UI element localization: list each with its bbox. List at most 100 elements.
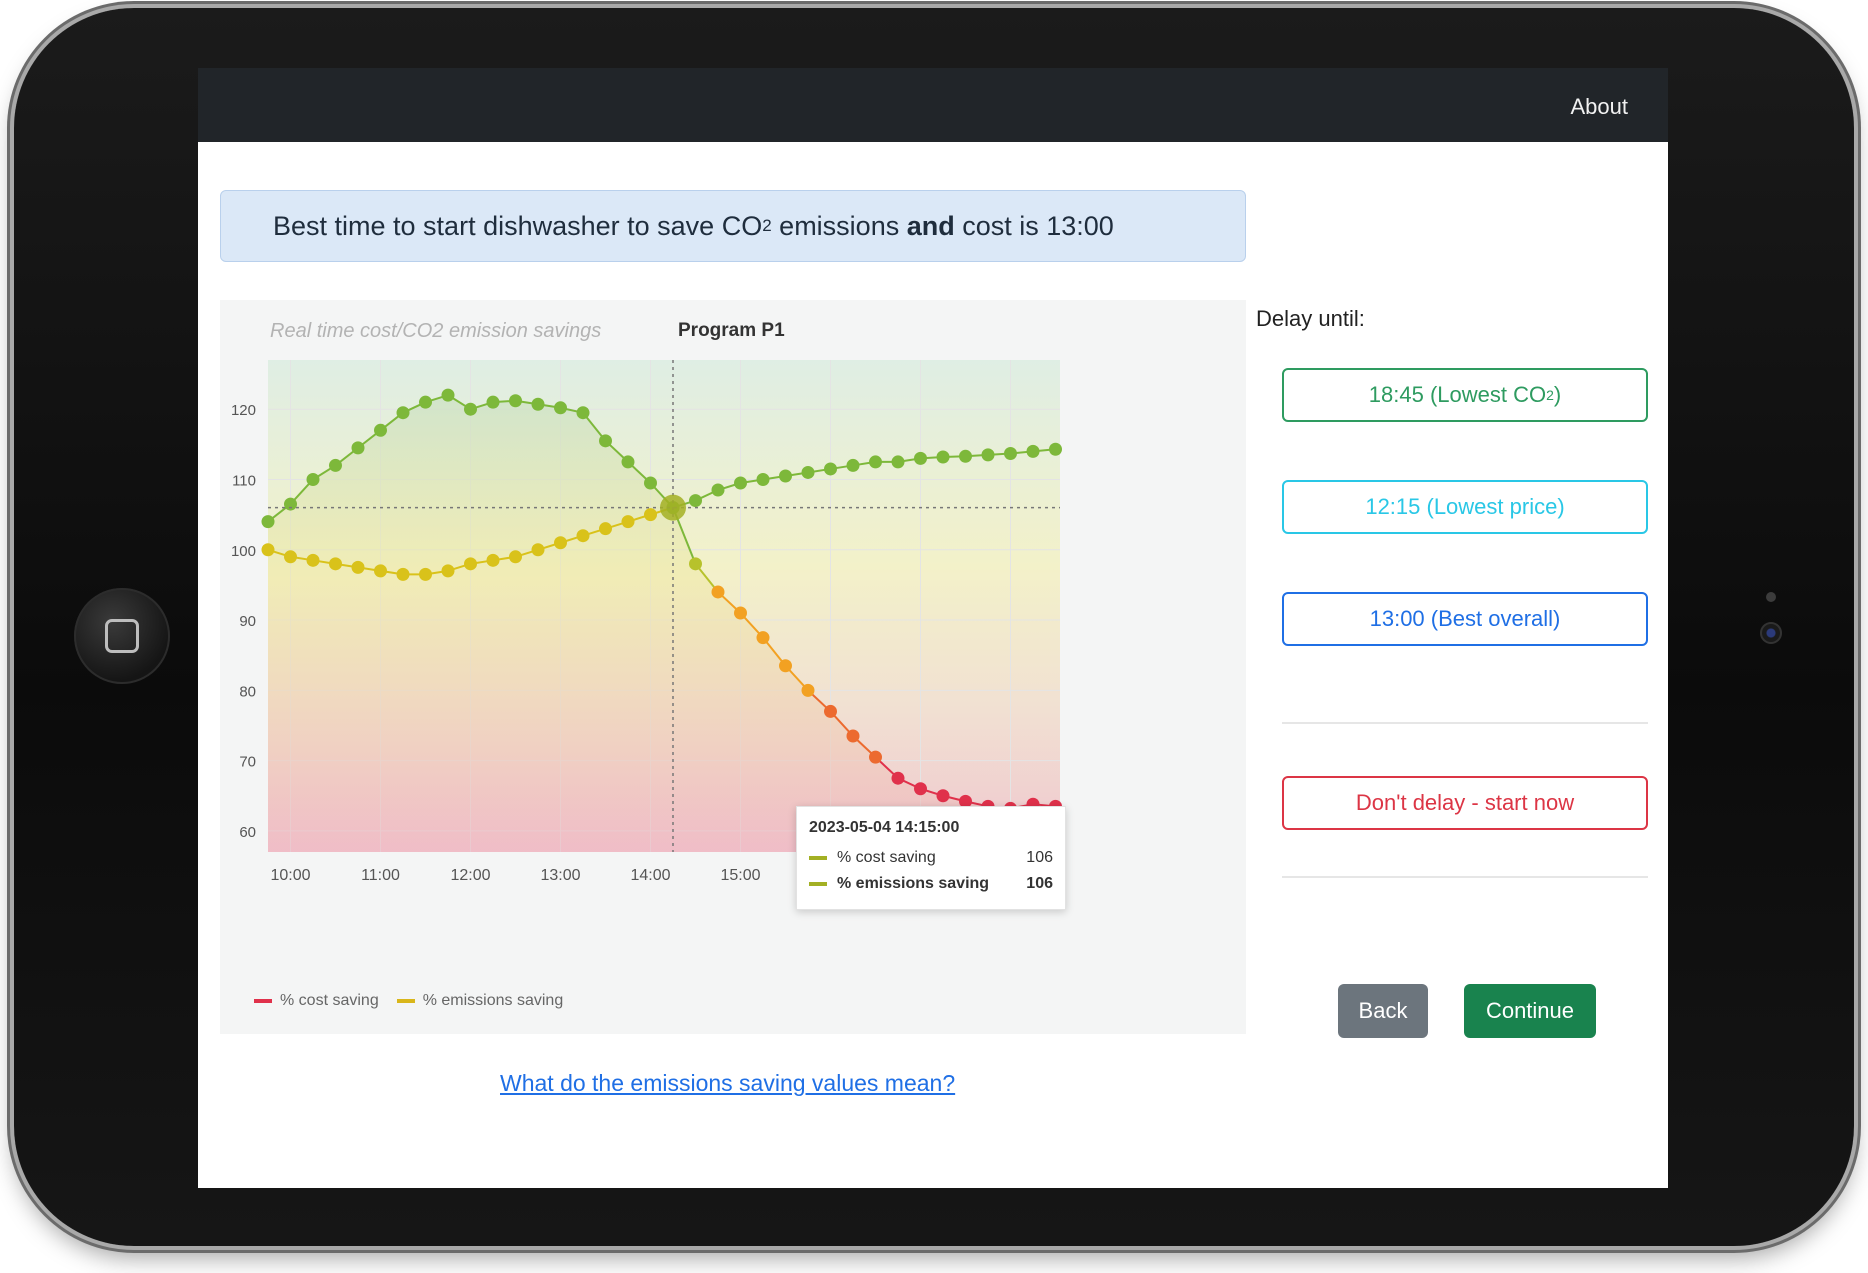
cost-series-point[interactable] xyxy=(306,472,320,486)
alert-text-1: Best time to start dishwasher to save CO xyxy=(273,210,763,241)
lowest-co2-subscript: 2 xyxy=(1546,387,1554,403)
emissions-series-point[interactable] xyxy=(959,449,972,463)
emissions-series-point[interactable] xyxy=(801,465,815,479)
cost-series-point[interactable] xyxy=(509,394,522,408)
tooltip-value: 106 xyxy=(1026,849,1053,866)
emissions-series-point[interactable] xyxy=(846,458,860,472)
continue-button[interactable]: Continue xyxy=(1464,984,1596,1038)
back-button[interactable]: Back xyxy=(1338,984,1428,1038)
cost-series-point[interactable] xyxy=(329,458,342,472)
cost-series-point[interactable] xyxy=(486,395,500,409)
emissions-series-point[interactable] xyxy=(509,550,522,564)
cost-series-point[interactable] xyxy=(846,729,860,743)
emissions-series-point[interactable] xyxy=(464,557,477,571)
emissions-series-point[interactable] xyxy=(284,550,297,564)
tooltip-swatch xyxy=(809,856,827,860)
emissions-series-point[interactable] xyxy=(1049,442,1062,456)
cost-series-point[interactable] xyxy=(374,423,387,437)
cost-series-point[interactable] xyxy=(441,388,455,402)
emissions-series-point[interactable] xyxy=(486,553,500,567)
emissions-help-link[interactable]: What do the emissions saving values mean… xyxy=(500,1070,956,1096)
y-tick-label: 100 xyxy=(231,543,256,560)
legend-swatch-emissions xyxy=(396,999,415,1003)
cost-series-point[interactable] xyxy=(824,704,837,718)
home-square-icon xyxy=(105,619,139,653)
home-button[interactable] xyxy=(74,588,170,684)
emissions-series-point[interactable] xyxy=(689,494,702,508)
savings-chart: 60 70 80 90 100 110 120 10:00 11:00 12:00 13:00 14:… xyxy=(231,360,1062,884)
emissions-series-point[interactable] xyxy=(1004,446,1017,460)
emissions-series-point[interactable] xyxy=(891,455,905,469)
x-tick-label: 12:00 xyxy=(450,867,490,884)
emissions-series-point[interactable] xyxy=(306,553,320,567)
cost-series-point[interactable] xyxy=(396,406,410,420)
savings-chart-card: 60 70 80 90 100 110 120 10:00 11:00 12:00 13:00 14:… xyxy=(220,300,1246,1034)
y-tick-label: 110 xyxy=(232,472,256,489)
cost-series-point[interactable] xyxy=(531,397,545,411)
lowest-co2-button[interactable]: 18:45 (Lowest CO 2) xyxy=(1282,368,1648,422)
cost-series-point[interactable] xyxy=(284,497,297,511)
nav-about-link[interactable]: About xyxy=(1570,94,1629,119)
emissions-series-point[interactable] xyxy=(981,448,995,462)
cost-series-point[interactable] xyxy=(891,771,905,785)
lowest-co2-suffix: ) xyxy=(1553,382,1562,407)
emissions-series-point[interactable] xyxy=(711,483,725,497)
lowest-price-button[interactable]: 12:15 (Lowest price) xyxy=(1282,480,1648,534)
cost-series-point[interactable] xyxy=(419,395,432,409)
cost-series-point[interactable] xyxy=(869,750,882,764)
emissions-series-point[interactable] xyxy=(396,567,410,581)
cost-series-point[interactable] xyxy=(936,789,950,803)
alert-text-bold: and xyxy=(906,210,955,241)
x-tick-label: 14:00 xyxy=(630,867,670,884)
emissions-series-point[interactable] xyxy=(869,455,882,469)
y-tick-label: 60 xyxy=(239,824,256,841)
emissions-series-point[interactable] xyxy=(1026,444,1040,458)
cost-series-point[interactable] xyxy=(756,631,770,645)
cost-series-point[interactable] xyxy=(959,794,972,808)
start-now-button[interactable]: Don't delay - start now xyxy=(1282,776,1648,830)
emissions-series-point[interactable] xyxy=(936,450,950,464)
cost-series-point[interactable] xyxy=(554,401,567,415)
emissions-series-point[interactable] xyxy=(824,462,837,476)
cost-series-point[interactable] xyxy=(261,515,275,529)
cost-series-point[interactable] xyxy=(689,557,702,571)
emissions-series-point[interactable] xyxy=(914,451,927,465)
emissions-series-point[interactable] xyxy=(351,560,365,574)
x-tick-label: 10:00 xyxy=(270,867,310,884)
cost-series-point[interactable] xyxy=(644,476,657,490)
legend-item-cost[interactable]: % cost saving xyxy=(254,992,379,1010)
cost-series-point[interactable] xyxy=(576,406,590,420)
emissions-series-point[interactable] xyxy=(734,476,747,490)
legend-item-emissions[interactable]: % emissions saving xyxy=(396,992,563,1010)
recommendation-alert: Best time to start dishwasher to save CO… xyxy=(220,190,1246,262)
emissions-series-point[interactable] xyxy=(644,508,657,522)
x-tick-label: 15:00 xyxy=(720,867,760,884)
emissions-series-point[interactable] xyxy=(779,469,792,483)
emissions-series-point[interactable] xyxy=(576,529,590,543)
cost-series-point[interactable] xyxy=(734,606,747,620)
best-overall-button[interactable]: 13:00 (Best overall) xyxy=(1282,592,1648,646)
emissions-series-point[interactable] xyxy=(261,543,275,557)
emissions-series-point[interactable] xyxy=(621,515,635,529)
emissions-series-point[interactable] xyxy=(531,543,545,557)
y-tick-label: 90 xyxy=(239,613,256,630)
emissions-series-point[interactable] xyxy=(599,522,612,536)
cost-series-point[interactable] xyxy=(914,782,927,796)
emissions-series-point[interactable] xyxy=(374,564,387,578)
cost-series-point[interactable] xyxy=(464,402,477,416)
cost-series-point[interactable] xyxy=(351,441,365,455)
chart-subtitle: Program P1 xyxy=(678,320,785,341)
emissions-series-point[interactable] xyxy=(756,472,770,486)
tooltip-label: % cost saving xyxy=(837,849,936,866)
cost-series-point[interactable] xyxy=(801,683,815,697)
emissions-series-point[interactable] xyxy=(554,536,567,550)
emissions-series-point[interactable] xyxy=(419,567,432,581)
cost-series-point[interactable] xyxy=(621,455,635,469)
emissions-series-point[interactable] xyxy=(441,564,455,578)
tooltip-row-emissions: % emissions saving 106 xyxy=(809,871,1053,897)
cost-series-point[interactable] xyxy=(711,585,725,599)
cost-series-point[interactable] xyxy=(779,659,792,673)
cost-series-point[interactable] xyxy=(599,434,612,448)
divider xyxy=(1282,722,1648,724)
emissions-series-point[interactable] xyxy=(329,557,342,571)
